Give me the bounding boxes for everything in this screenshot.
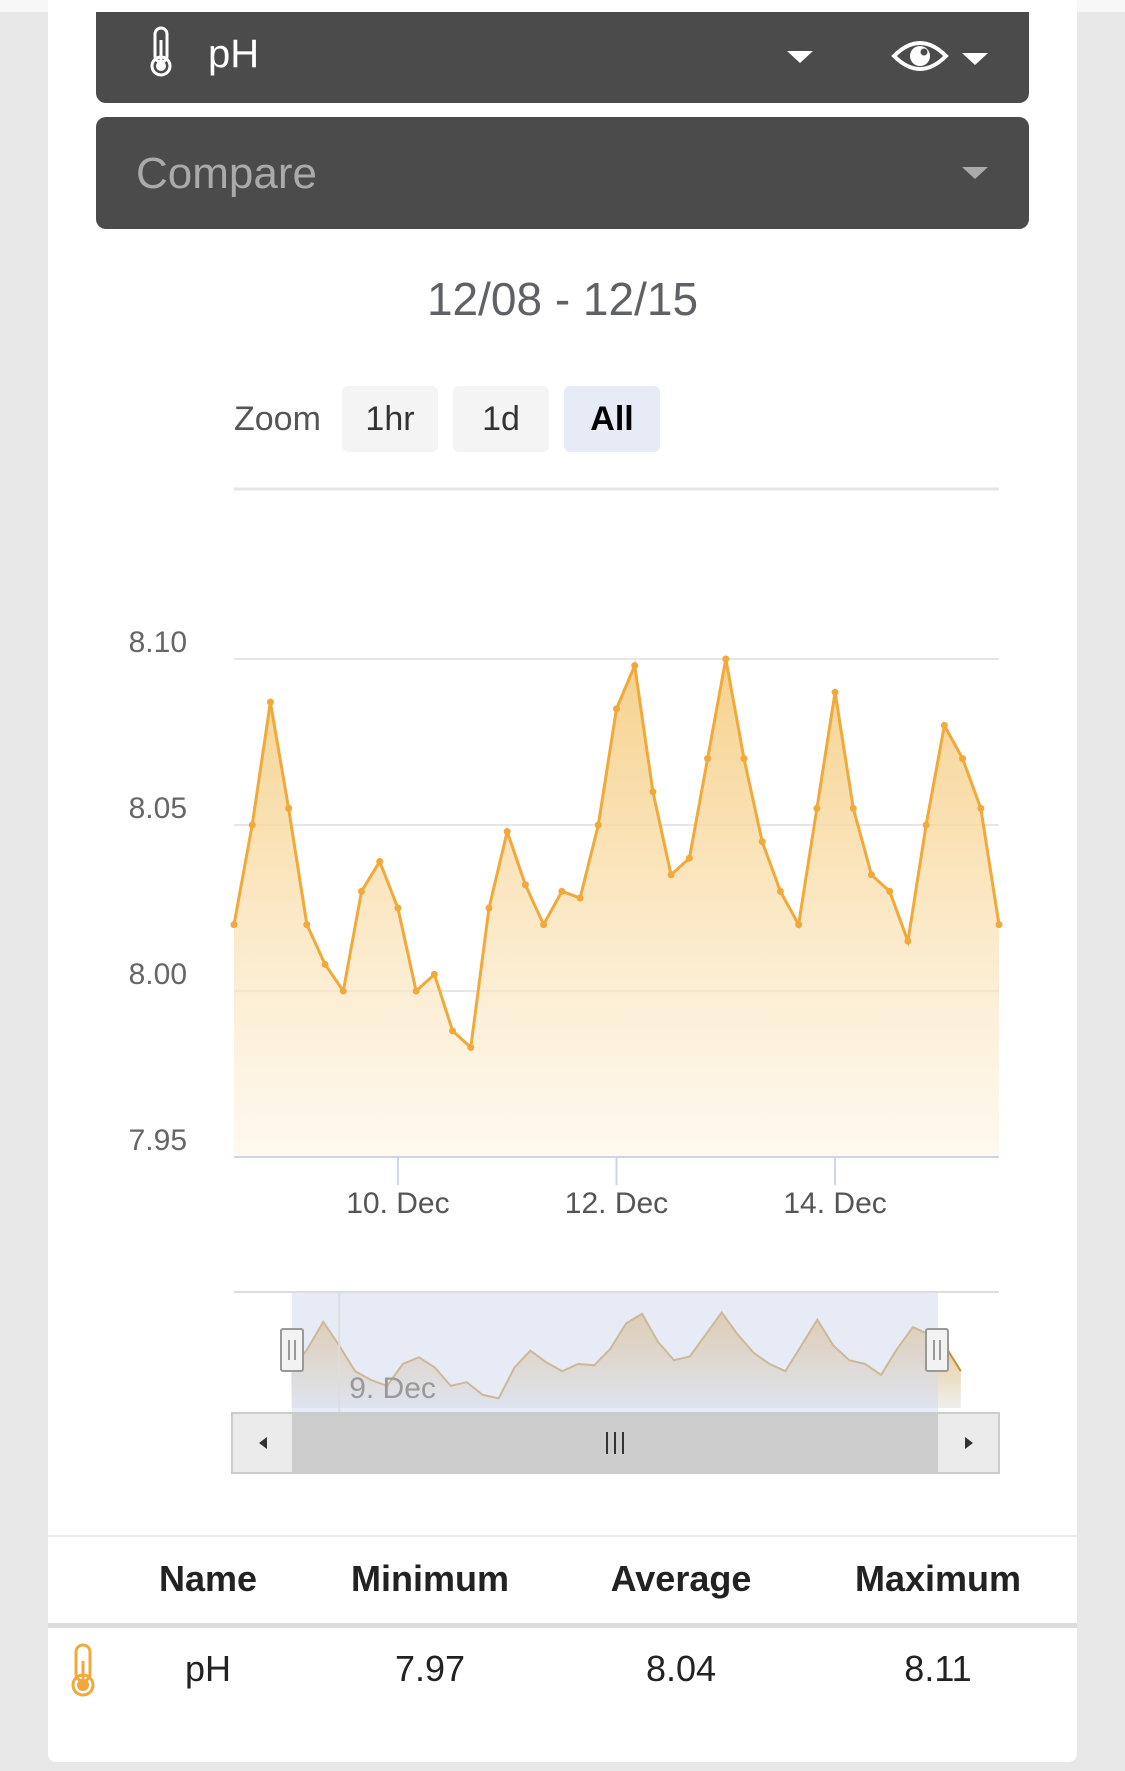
data-point — [358, 887, 365, 895]
y-tick-label: 8.10 — [129, 626, 187, 659]
stats-header-maximum: Maximum — [854, 1558, 1022, 1599]
data-point — [722, 655, 730, 663]
data-point — [412, 987, 420, 995]
chevron-down-icon[interactable] — [787, 51, 813, 63]
data-point — [685, 854, 693, 862]
stats-header-name: Name — [158, 1558, 258, 1599]
data-point — [922, 821, 930, 829]
y-tick-label: 8.00 — [129, 958, 187, 991]
y-tick-label: 7.95 — [129, 1124, 187, 1157]
ph-chart: 8.10 8.05 8.00 7.95 10. Dec 12. Dec 14. Dec 9… — [129, 487, 1003, 1474]
data-point — [849, 804, 857, 812]
data-point — [321, 960, 329, 968]
data-point — [467, 1043, 475, 1051]
stats-header-divider — [48, 1623, 1077, 1628]
stats-row-maximum: 8.11 — [904, 1648, 972, 1689]
data-point — [740, 755, 748, 763]
zoom-1d-button[interactable]: 1d — [453, 386, 549, 452]
stats-row-average: 8.04 — [645, 1648, 717, 1689]
data-point — [868, 871, 875, 879]
data-point — [904, 937, 912, 945]
data-point — [995, 921, 1003, 929]
data-point — [795, 921, 803, 929]
date-range-title: 12/08 - 12/15 — [426, 273, 699, 325]
series-area — [234, 659, 999, 1157]
zoom-all-button[interactable]: All — [564, 386, 660, 452]
data-point — [485, 904, 493, 912]
data-point — [558, 887, 566, 895]
zoom-1hr-button[interactable]: 1hr — [342, 386, 438, 452]
stats-row-minimum: 7.97 — [394, 1648, 466, 1689]
data-point — [704, 755, 712, 763]
data-point — [503, 828, 511, 836]
x-tick-label: 14. Dec — [783, 1187, 886, 1220]
data-point — [376, 858, 384, 866]
visibility-chevron-down-icon[interactable] — [962, 53, 988, 65]
compare-select[interactable]: Compare — [96, 117, 1029, 229]
data-point — [303, 921, 311, 929]
data-point — [521, 881, 529, 889]
data-point — [540, 921, 548, 929]
navigator-selection[interactable] — [292, 1293, 938, 1412]
arrow-left-icon — [259, 1437, 267, 1449]
data-point — [339, 987, 347, 995]
data-point — [667, 871, 675, 879]
thermometer-icon — [71, 1643, 95, 1697]
sensor-select[interactable]: pH — [96, 12, 1029, 103]
arrow-right-icon — [965, 1437, 973, 1449]
data-point — [613, 705, 620, 713]
data-point — [649, 788, 657, 796]
zoom-label: Zoom — [234, 400, 321, 438]
data-point — [940, 721, 948, 729]
data-point — [285, 804, 293, 812]
data-point — [394, 904, 402, 912]
data-point — [631, 662, 639, 670]
y-tick-label: 8.05 — [129, 792, 187, 825]
data-point — [230, 921, 238, 929]
stats-header-minimum: Minimum — [351, 1558, 509, 1599]
data-point — [977, 804, 985, 812]
sensor-label: pH — [208, 32, 260, 76]
data-point — [813, 804, 821, 812]
navigator-right-handle[interactable] — [925, 1328, 949, 1372]
scrollbar-grip-icon — [606, 1432, 624, 1454]
data-point — [449, 1027, 457, 1035]
scroll-left-button[interactable] — [233, 1414, 292, 1472]
thermometer-icon — [150, 26, 172, 77]
x-tick-label: 10. Dec — [346, 1187, 449, 1220]
data-point — [758, 838, 766, 846]
eye-icon[interactable] — [891, 36, 949, 76]
data-point — [576, 894, 584, 902]
data-point — [886, 887, 894, 895]
navigator-left-handle[interactable] — [280, 1328, 304, 1372]
compare-placeholder: Compare — [136, 149, 317, 198]
stats-separator — [48, 1535, 1077, 1537]
navigator-tick-label: 9. Dec — [349, 1372, 436, 1405]
data-point — [831, 688, 839, 696]
data-point — [959, 755, 967, 763]
data-point — [248, 821, 256, 829]
data-point — [776, 887, 784, 895]
data-point — [594, 821, 602, 829]
x-tick-label: 12. Dec — [565, 1187, 668, 1220]
data-point — [266, 698, 274, 706]
compare-chevron-down-icon[interactable] — [962, 167, 988, 179]
data-point — [430, 970, 438, 978]
scroll-right-button[interactable] — [938, 1414, 998, 1472]
stats-row-name: pH — [184, 1648, 232, 1689]
stats-header-average: Average — [610, 1558, 752, 1599]
